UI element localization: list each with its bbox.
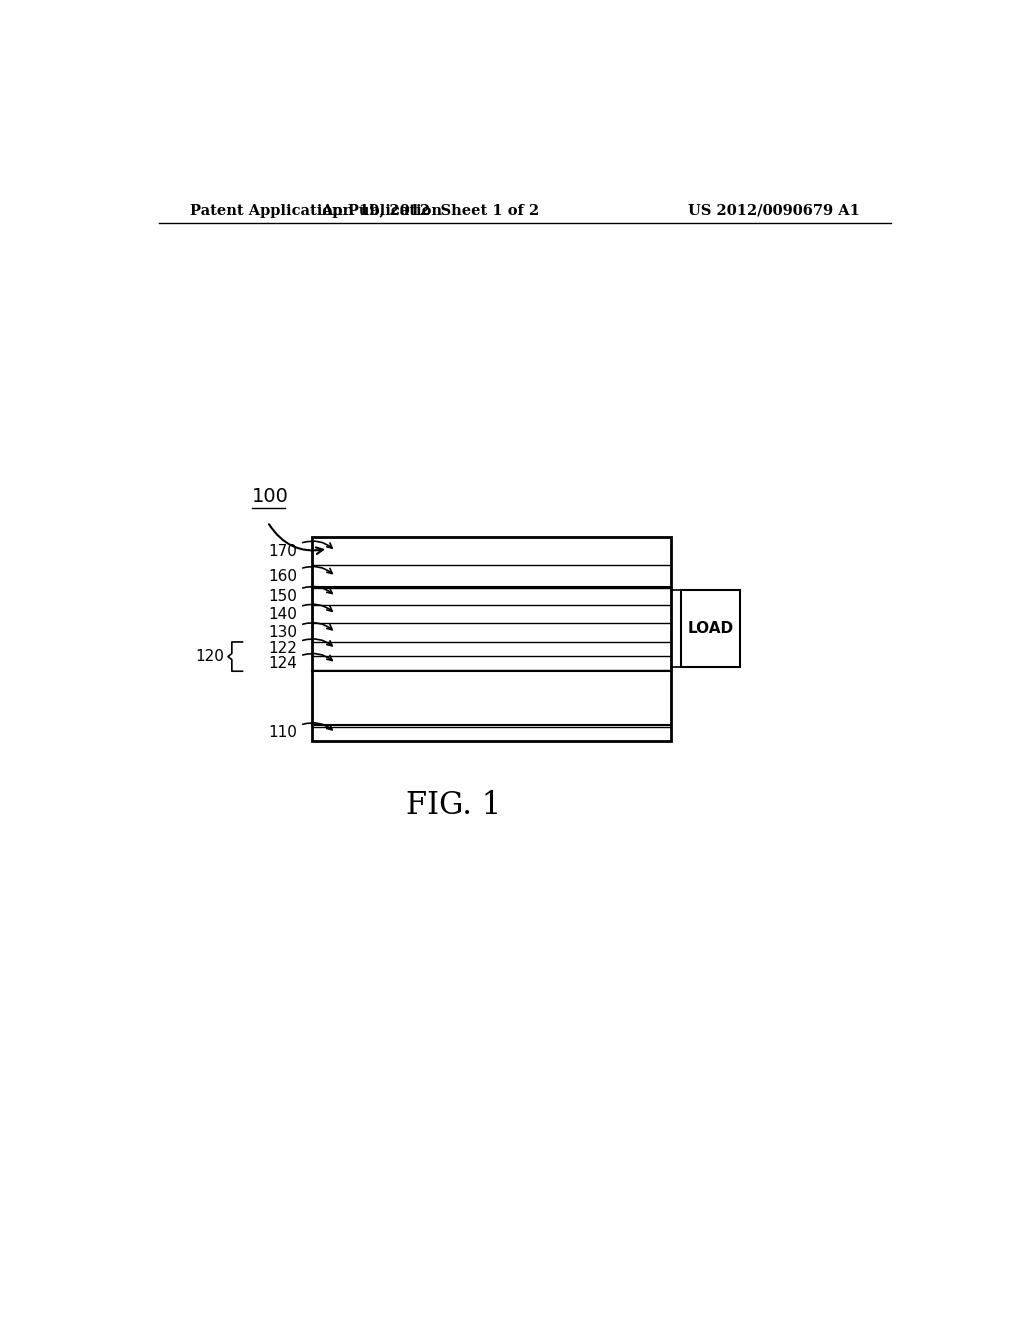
Text: 170: 170 [268, 544, 297, 558]
Bar [681, 590, 740, 667]
Text: 124: 124 [268, 656, 297, 671]
Text: 150: 150 [268, 589, 297, 605]
Text: 130: 130 [268, 626, 297, 640]
Text: 100: 100 [252, 487, 289, 507]
Text: 120: 120 [196, 649, 224, 664]
Text: FIG. 1: FIG. 1 [406, 789, 501, 821]
Text: 160: 160 [268, 569, 297, 583]
Text: 122: 122 [268, 642, 297, 656]
Text: 110: 110 [268, 725, 297, 741]
Text: Apr. 19, 2012  Sheet 1 of 2: Apr. 19, 2012 Sheet 1 of 2 [322, 203, 540, 218]
Text: Patent Application Publication: Patent Application Publication [190, 203, 442, 218]
Text: LOAD: LOAD [688, 620, 734, 636]
Text: 140: 140 [268, 607, 297, 622]
Bar [312, 537, 671, 741]
Text: US 2012/0090679 A1: US 2012/0090679 A1 [688, 203, 859, 218]
